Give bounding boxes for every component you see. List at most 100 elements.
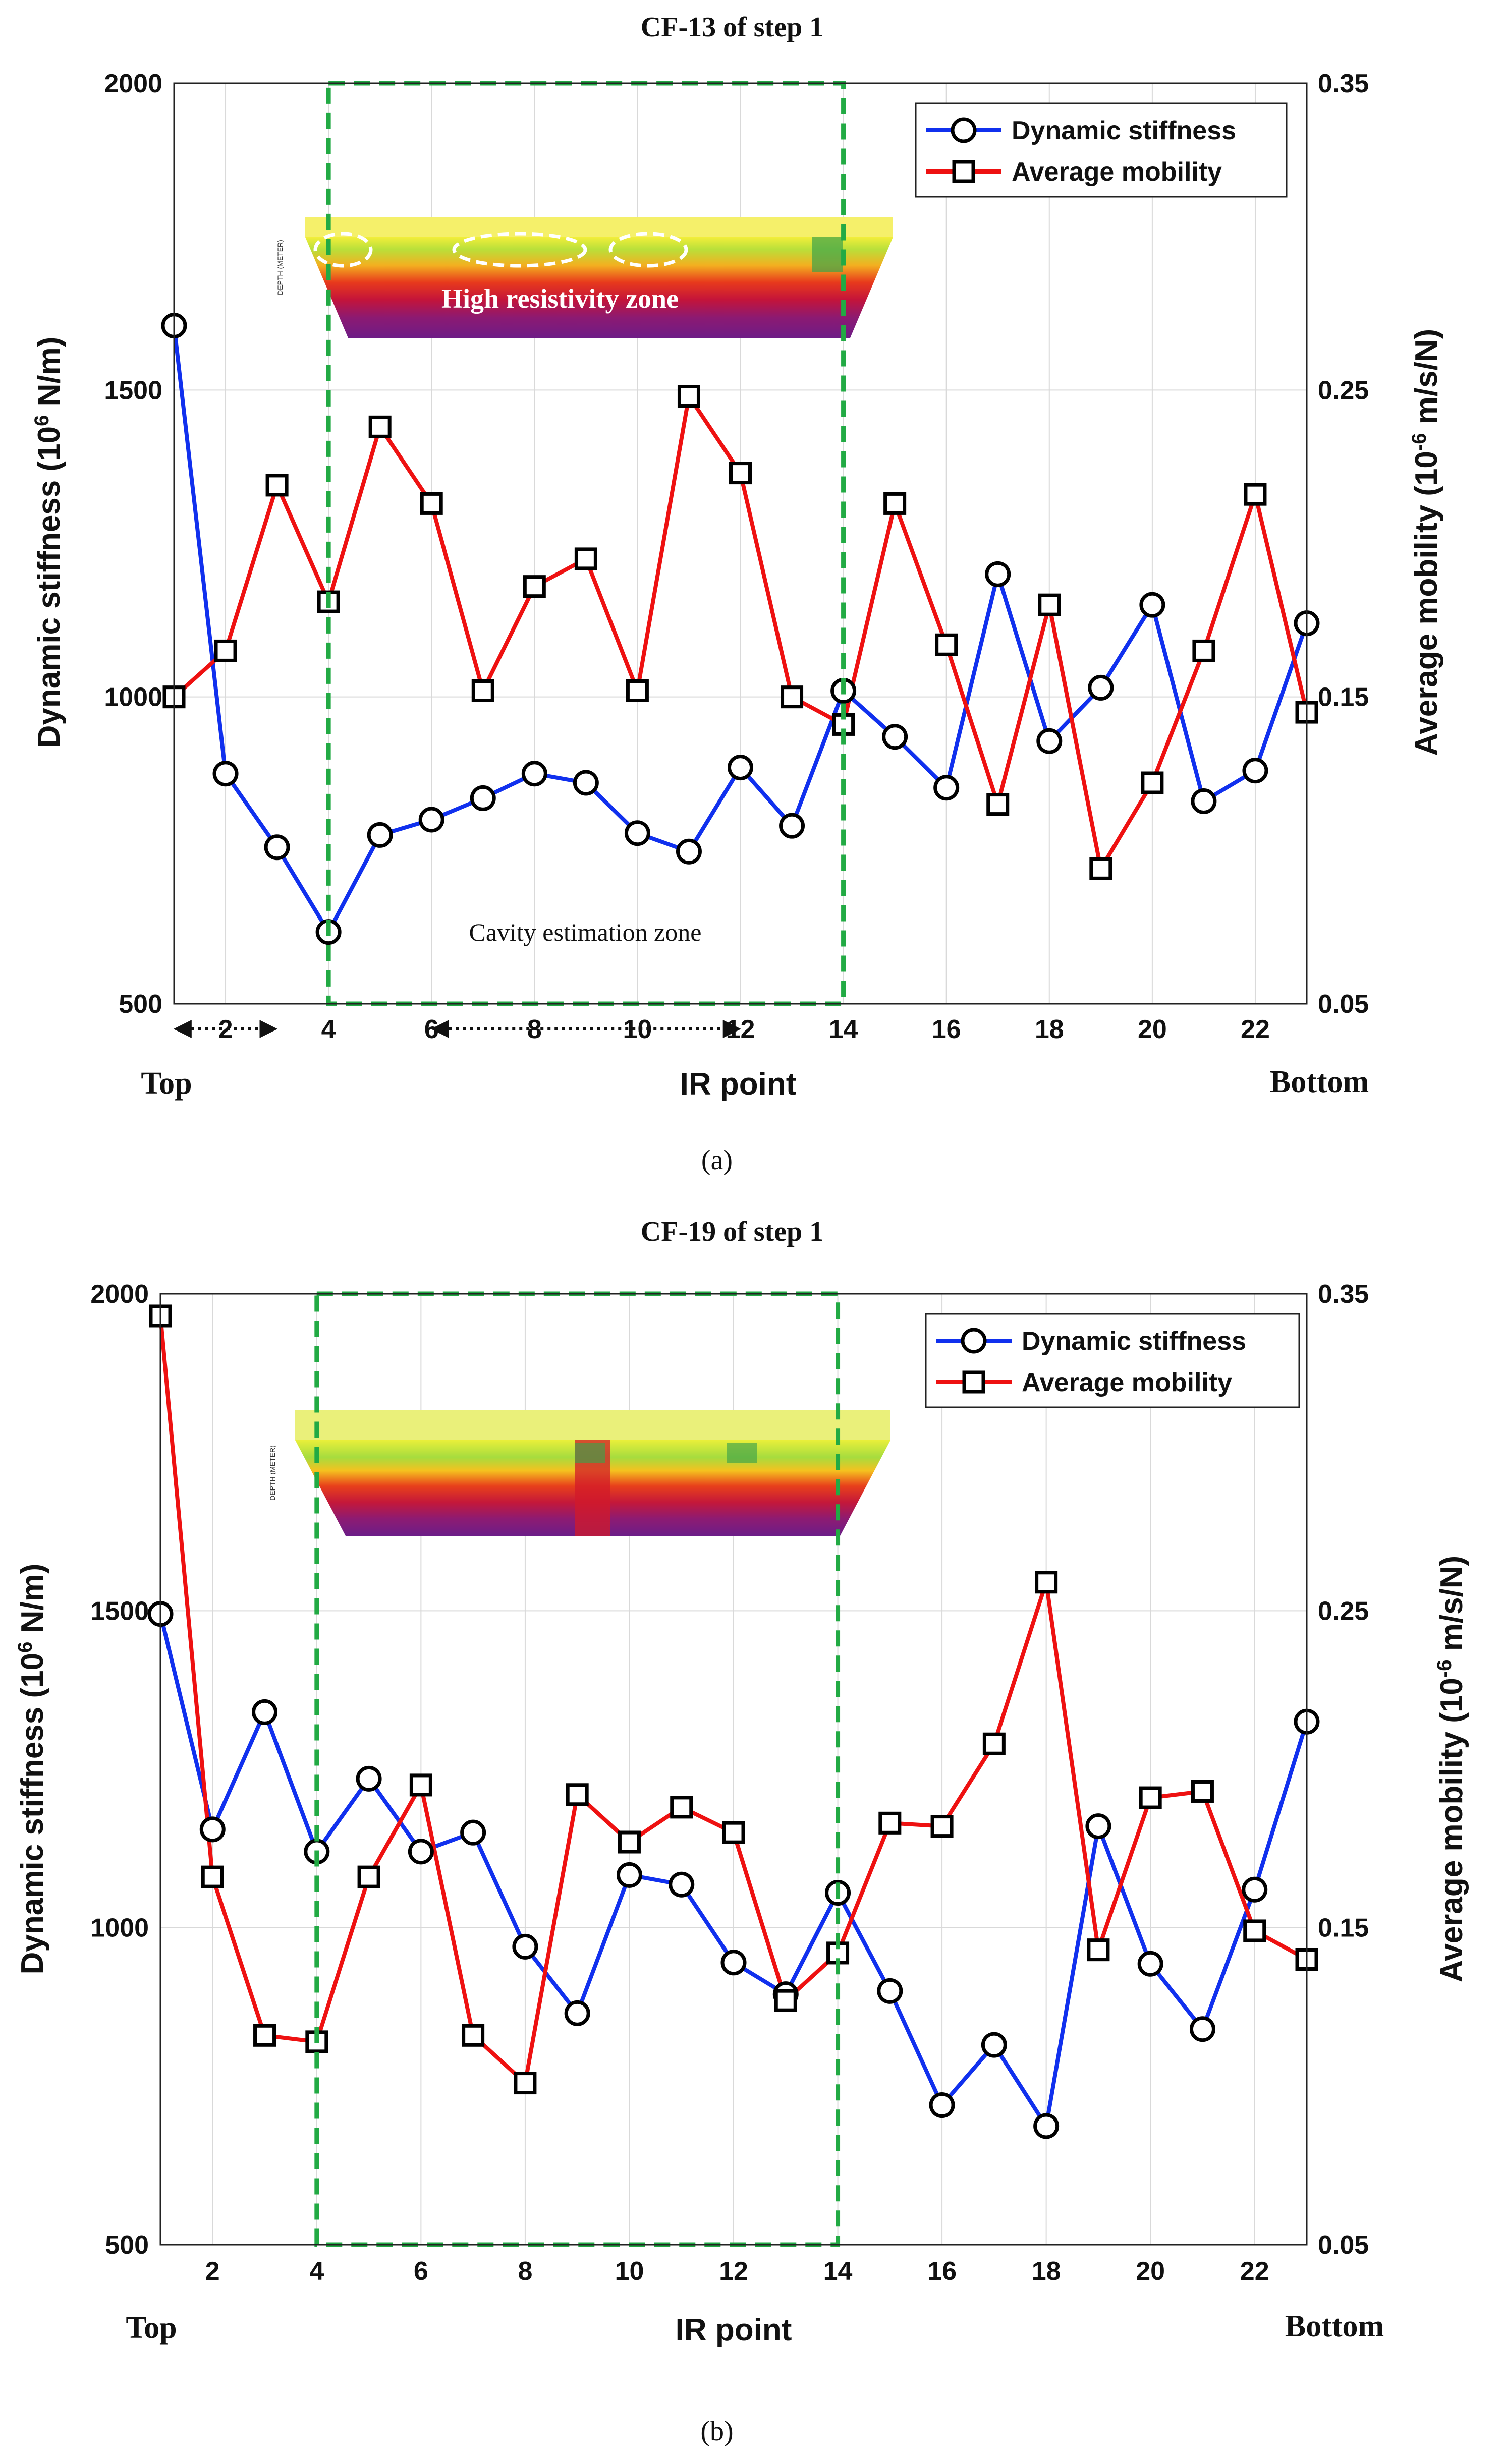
x-tick-label: 22 [1240, 2257, 1269, 2286]
mobility-point [566, 1783, 589, 1806]
x-right-end-label: Bottom [1270, 1065, 1369, 1099]
resistivity-inset: DEPTH (METER) [268, 1410, 890, 1536]
y-left-tick-label: 1000 [90, 1914, 149, 1943]
stiffness-point [408, 1839, 434, 1865]
mobility-point [626, 679, 649, 702]
mobility-point [729, 462, 752, 485]
legend-label-mobility: Average mobility [1012, 157, 1222, 187]
y-left-tick-label: 2000 [90, 1280, 149, 1309]
legend-box [925, 1313, 1300, 1408]
legend: Dynamic stiffness Average mobility [915, 102, 1288, 198]
legend: Dynamic stiffness Average mobility [925, 1313, 1300, 1408]
x-tick-label: 4 [321, 1015, 336, 1044]
mobility-point [883, 492, 907, 515]
x-tick-label: 16 [927, 2257, 957, 2286]
mobility-point [265, 474, 289, 497]
mobility-point [462, 2024, 485, 2047]
inset-top-band [305, 217, 893, 237]
stiffness-point [512, 1933, 538, 1960]
mobility-point [781, 685, 804, 709]
x-tick-label: 12 [726, 1015, 755, 1044]
mobility-point [677, 385, 700, 408]
y-axis-right-label: Average mobility (10-6 m/s/N) [1433, 1556, 1469, 1982]
series [161, 313, 1320, 945]
stiffness-point [1242, 758, 1268, 784]
y-right-tick-label: 0.05 [1318, 2230, 1369, 2260]
mobility-point [471, 679, 494, 702]
stiffness-point [1085, 1813, 1111, 1840]
plot-frame [173, 82, 1308, 1005]
y-right-tick-label: 0.15 [1318, 683, 1369, 712]
plot-frame [159, 1293, 1308, 2246]
y-right-tick-label: 0.15 [1318, 1914, 1369, 1943]
stiffness-point [460, 1819, 486, 1846]
ticks: 2 4 6 8 10 12 14 16 18 20 22 500 1000 1500 2000 0.05 0.1… [90, 1280, 1369, 2286]
stiffness-point [1139, 592, 1165, 618]
mobility-point [670, 1796, 693, 1819]
y-left-tick-label: 1500 [104, 376, 162, 405]
panel-caption: (b) [700, 2416, 733, 2447]
stiffness-point [1191, 788, 1217, 814]
stiffness-point [1137, 1951, 1163, 1977]
inset-low-zone-2 [727, 1443, 757, 1463]
x-tick-label: 8 [527, 1015, 542, 1044]
stiffness-point [356, 1765, 382, 1792]
stiffness-point [1242, 1876, 1268, 1903]
mobility-point [982, 1732, 1006, 1755]
x-tick-label: 20 [1136, 2257, 1165, 2286]
inset-tomogram [305, 237, 893, 338]
mobility-point [986, 793, 1010, 816]
x-tick-label: 18 [1035, 1015, 1064, 1044]
stiffness-point [521, 761, 547, 787]
panel-b: CF-19 of step 1 DEPTH (METER) 2 4 6 8 10 12 14… [14, 1216, 1469, 2447]
stiffness-point [1036, 728, 1063, 754]
mobility-point [935, 633, 958, 656]
stiffness-point [882, 724, 908, 750]
x-axis-label: IR point [680, 1067, 797, 1102]
mobility-point [1243, 1919, 1266, 1942]
high-resistivity-label: High resistivity zone [441, 283, 679, 314]
legend-marker-stiffness [951, 117, 977, 143]
stiffness-point [418, 807, 444, 833]
mobility-point [357, 1865, 380, 1888]
x-tick-label: 10 [615, 2257, 644, 2286]
x-left-end-label: Top [126, 2311, 177, 2345]
y-axis-right-label: Average mobility (10-6 m/s/N) [1408, 329, 1444, 756]
cavity-zone-label: Cavity estimation zone [469, 918, 701, 946]
mobility-point [1038, 593, 1061, 616]
stiffness-point [470, 785, 496, 811]
x-tick-label: 10 [623, 1015, 652, 1044]
mobility-point [774, 1989, 797, 2012]
legend-marker-mobility [952, 160, 975, 183]
x-tick-label: 12 [719, 2257, 748, 2286]
resistivity-inset: DEPTH (METER) High resistivity zone [276, 217, 893, 338]
stiffness-point [676, 838, 702, 865]
legend-box [915, 102, 1288, 198]
stiffness-point [367, 822, 393, 848]
x-tick-label: 14 [823, 2257, 853, 2286]
mobility-point [1089, 857, 1112, 880]
y-left-tick-label: 500 [119, 990, 162, 1019]
legend-label-stiffness: Dynamic stiffness [1012, 116, 1236, 145]
x-tick-label: 18 [1032, 2257, 1061, 2286]
mobility-point [1244, 483, 1267, 506]
stiffness-point [616, 1862, 642, 1888]
mobility-point [523, 575, 546, 598]
stiffness-point [1088, 674, 1114, 701]
stiffness-point [264, 834, 290, 861]
x-tick-label: 6 [414, 2257, 428, 2286]
mobility-point [1191, 1780, 1214, 1803]
x-tick-label: 8 [518, 2257, 532, 2286]
stiffness-point [779, 813, 805, 839]
mobility-point [722, 1821, 745, 1844]
mobility-point [1141, 771, 1164, 794]
stiffness-point [877, 1978, 903, 2004]
x-tick-label: 22 [1241, 1015, 1270, 1044]
stiffness-point [564, 2000, 590, 2026]
y-right-tick-label: 0.25 [1318, 376, 1369, 405]
x-tick-label: 20 [1138, 1015, 1167, 1044]
stiffness-point [985, 561, 1011, 587]
panel-caption: (a) [701, 1144, 733, 1176]
mobility-point [409, 1773, 432, 1797]
